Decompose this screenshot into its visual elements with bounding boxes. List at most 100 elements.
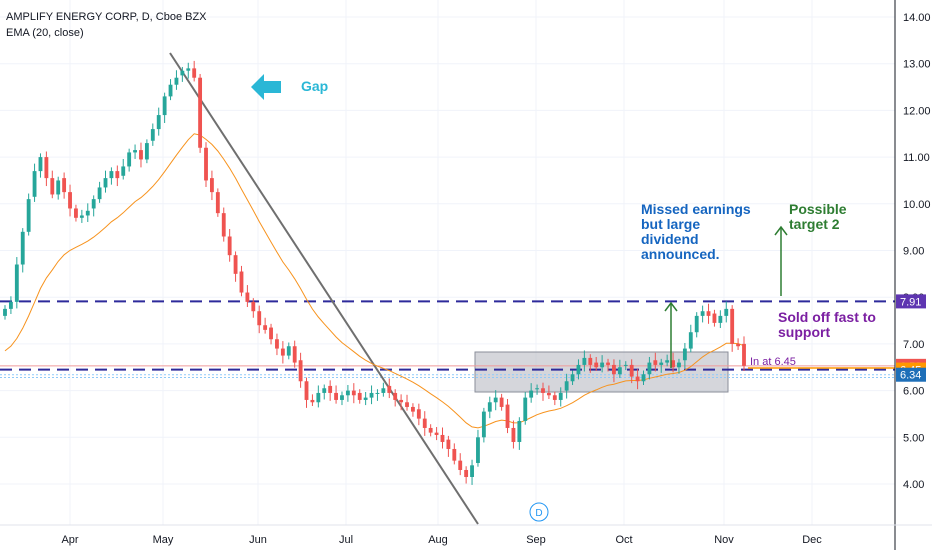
candle-body <box>74 208 78 218</box>
price-tag-box <box>896 294 926 309</box>
month-tick-label: Jul <box>339 534 353 546</box>
candle-body <box>428 427 433 433</box>
candle-body <box>434 432 439 435</box>
candle-body <box>198 77 203 148</box>
downtrend-line <box>169 52 479 525</box>
candle-body <box>730 308 735 344</box>
candle-body <box>162 96 167 116</box>
candle-body <box>269 327 273 340</box>
candle-body <box>541 388 545 393</box>
support-resistance-lines <box>0 300 895 379</box>
candle-body <box>493 397 498 403</box>
candles <box>3 60 746 485</box>
candle-body <box>576 364 581 375</box>
dividend-marker[interactable]: D <box>529 502 549 522</box>
candle-body <box>44 157 49 179</box>
grid-lines <box>0 0 895 525</box>
candle-body <box>653 360 658 365</box>
candle-body <box>523 397 528 421</box>
candle-body <box>62 178 67 193</box>
candle-body <box>724 308 729 316</box>
candle-body <box>310 399 315 403</box>
candle-body <box>20 231 25 265</box>
candle-body <box>103 178 108 188</box>
candle-body <box>446 439 451 449</box>
candle-body <box>115 171 120 179</box>
price-tick-label: 12.00 <box>903 105 931 117</box>
candle-body <box>416 409 421 419</box>
gap-annotation: Gap <box>301 78 329 94</box>
candle-body <box>150 129 155 141</box>
candle-body <box>221 213 226 237</box>
candle-body <box>682 348 687 361</box>
candle-body <box>381 388 386 393</box>
month-tick-label: Jun <box>249 534 267 546</box>
price-tags: 7.916.536.456.34 <box>896 294 926 382</box>
candle-body <box>464 469 469 477</box>
candle-body <box>351 390 356 396</box>
candle-body <box>174 77 179 85</box>
candle-body <box>340 395 344 400</box>
candle-body <box>334 392 338 400</box>
candle-body <box>56 180 61 195</box>
candle-body <box>32 171 37 197</box>
candle-body <box>700 311 705 316</box>
candle-body <box>617 367 622 375</box>
price-tick-label: 5.00 <box>903 432 924 444</box>
price-tick-label: 6.00 <box>903 386 924 398</box>
month-tick-label: Nov <box>714 534 734 546</box>
month-tick-label: Apr <box>61 534 78 546</box>
symbol-title: AMPLIFY ENERGY CORP, D, Cboe BZX <box>6 11 207 23</box>
sold-off-annotation: Sold off fast to support <box>778 309 876 340</box>
candle-body <box>109 171 114 179</box>
candle-body <box>647 362 652 375</box>
candle-body <box>641 374 646 382</box>
candle-body <box>529 390 534 398</box>
candle-body <box>511 427 516 442</box>
candle-body <box>133 150 137 153</box>
candle-body <box>251 301 256 312</box>
price-axis[interactable]: 4.005.006.007.008.009.0010.0011.0012.001… <box>903 12 931 491</box>
dividend-marker-label: D <box>535 508 542 519</box>
candle-body <box>558 392 563 400</box>
candle-body <box>263 325 268 330</box>
candle-body <box>14 264 19 302</box>
candle-body <box>736 343 741 347</box>
candle-body <box>694 315 699 333</box>
candle-body <box>375 392 380 394</box>
target-arrow-icon <box>774 225 788 296</box>
candle-body <box>505 404 510 428</box>
candle-body <box>369 392 374 398</box>
candle-body <box>546 392 551 396</box>
candle-body <box>623 364 628 366</box>
candle-body <box>476 437 480 463</box>
price-tag-box <box>896 367 926 382</box>
candle-body <box>594 362 599 368</box>
candle-body <box>144 143 149 160</box>
candle-body <box>328 385 333 393</box>
candle-body <box>168 84 173 97</box>
candle-body <box>298 360 303 382</box>
candle-body <box>606 362 610 365</box>
gap-arrow-icon <box>251 74 281 100</box>
candle-body <box>570 374 575 382</box>
candle-body <box>440 434 445 442</box>
candle-body <box>239 271 244 293</box>
candle-body <box>245 292 250 302</box>
month-tick-label: Dec <box>802 534 822 546</box>
candle-body <box>8 301 13 309</box>
candle-body <box>227 236 232 256</box>
candle-body <box>422 418 427 428</box>
time-axis[interactable]: Apr May Jun Jul Aug Sep Oct Nov Dec <box>61 534 822 546</box>
price-tick-label: 11.00 <box>903 152 930 164</box>
candle-body <box>499 397 504 407</box>
chart-legend[interactable]: AMPLIFY ENERGY CORP, D, Cboe BZX EMA (20… <box>6 9 207 41</box>
candle-body <box>612 364 616 375</box>
candle-body <box>688 332 693 349</box>
candle-body <box>91 199 96 209</box>
month-tick-label: Sep <box>526 534 546 546</box>
candle-body <box>481 411 486 438</box>
candle-body <box>677 362 681 368</box>
candle-body <box>517 420 522 442</box>
